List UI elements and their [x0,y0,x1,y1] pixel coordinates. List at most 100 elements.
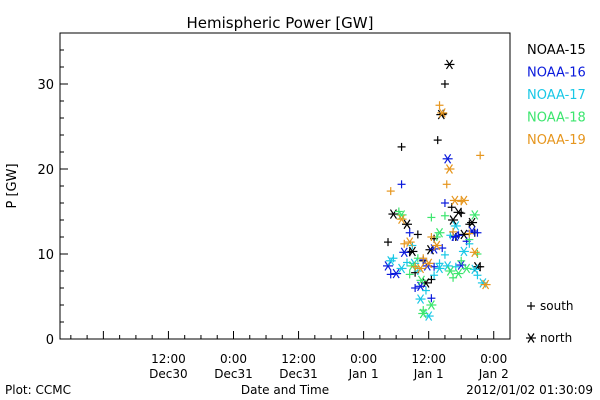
north-point [418,308,429,319]
north-point [469,210,480,220]
x-tick-date: Jan 1 [413,367,444,381]
north-point [458,246,469,257]
north-point [461,263,472,274]
legend-noaa-18: NOAA-18 [527,111,586,126]
south-point [405,228,414,237]
north-point [437,108,448,118]
south-point [405,270,414,279]
north-point [448,215,459,225]
y-axis: 0 10 20 30 [37,49,68,348]
x-tick-time: 0:00 [220,352,247,366]
x-axis-label: Date and Time [241,383,329,397]
south-point [397,180,406,189]
north-point [453,207,464,218]
north-point [415,294,426,304]
north-point [396,263,407,274]
south-point [473,228,482,237]
legend-noaa-15: NOAA-15 [527,43,586,58]
south-point [449,227,458,236]
north-point [431,240,442,251]
y-tick-label: 30 [37,78,54,93]
north-point [391,268,402,279]
south-legend-label: south [540,299,574,313]
plot-credit: Plot: CCMC [5,383,71,397]
south-point [457,256,466,265]
south-point [440,80,449,88]
south-point [421,286,430,295]
x-tick-date: Dec30 [149,367,188,381]
north-point [434,263,445,274]
north-point [396,214,407,224]
south-point [433,136,442,145]
legend-noaa-19: NOAA-19 [527,133,586,148]
south-point [400,239,409,248]
legend-noaa-17: NOAA-17 [527,88,586,103]
north-point [385,255,396,266]
north-point [469,264,480,275]
north-point [458,195,469,206]
series-noaa-19 [386,101,491,290]
south-point [411,262,420,271]
legend-noaa-16: NOAA-16 [527,66,586,81]
south-point [386,187,395,196]
north-point [407,261,418,271]
south-point [440,199,449,207]
south-point [435,259,444,268]
north-point [399,247,410,258]
x-tick-date: Jan 1 [348,367,379,381]
x-tick-time: 12:00 [411,352,446,366]
south-point [386,270,395,279]
north-point [416,275,427,286]
south-point [413,230,422,239]
south-point [476,151,485,160]
north-point [449,195,460,206]
north-point [415,281,426,292]
south-point [440,211,449,220]
north-point [469,247,480,258]
y-tick-label: 0 [46,333,54,348]
south-point [465,229,474,238]
north-point [415,263,426,274]
south-point [411,284,420,292]
north-point [401,219,412,230]
south-point [427,294,436,303]
x-tick-time: 0:00 [350,352,377,366]
south-point [435,101,444,110]
south-point [427,213,436,222]
north-point [458,229,469,240]
series-noaa-18 [394,207,482,319]
south-point [442,180,451,189]
x-tick-time: 12:00 [281,352,316,366]
marker-legend: south north [526,299,574,345]
x-tick-time: 0:00 [480,352,507,366]
north-point [423,258,434,269]
south-point [430,271,439,280]
north-point [480,279,491,290]
north-point [426,300,437,310]
north-point [444,164,455,174]
south-point [440,250,449,259]
north-point [467,217,478,228]
north-point [450,221,461,231]
south-point [438,244,447,253]
north-legend-label: north [540,331,572,345]
y-tick-label: 10 [37,248,54,263]
legend: NOAA-15 NOAA-16 NOAA-17 NOAA-18 NOAA-19 [527,43,586,148]
north-marker-glyph [526,333,536,343]
chart-title: Hemispheric Power [GW] [187,14,374,32]
x-tick-date: Dec31 [214,367,253,381]
north-point [444,59,455,70]
south-point [397,142,406,151]
south-point [419,254,428,263]
plot-frame [59,32,511,340]
timestamp: 2012/01/02 01:30:09 [466,383,593,397]
north-point [445,266,456,276]
south-marker-icon [527,302,535,310]
north-point [434,227,445,238]
x-tick-date: Jan 2 [478,367,509,381]
y-tick-label: 20 [37,163,54,178]
south-point [384,238,393,247]
x-tick-time: 12:00 [151,352,186,366]
